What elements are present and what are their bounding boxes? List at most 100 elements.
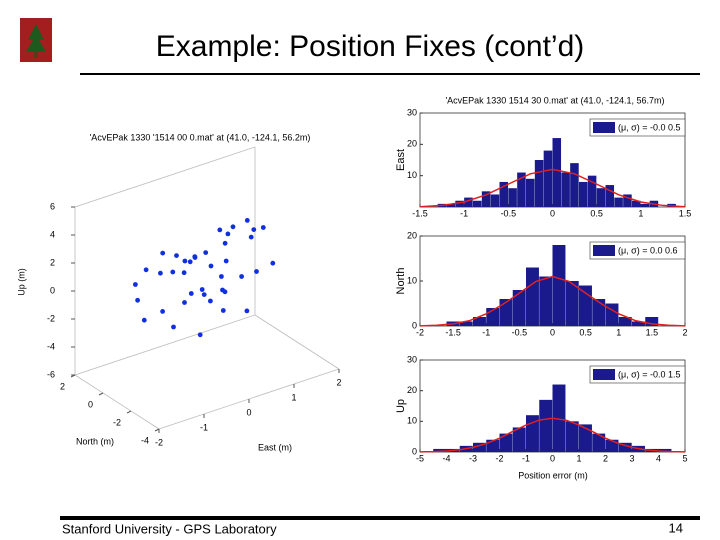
y-tick-label: 0: [412, 320, 417, 330]
scatter-point: [160, 309, 166, 314]
scatter-point: [219, 274, 224, 279]
x-tick-label: -0.5: [512, 327, 528, 337]
z-tick-label: -4: [47, 341, 55, 351]
x-tick-label: 5: [682, 453, 687, 463]
logo: [20, 18, 52, 62]
scatter-point: [174, 253, 179, 258]
legend-label: (μ, σ) = -0.0 0.5: [618, 122, 681, 132]
x-tick-label: -2: [495, 453, 503, 463]
histogram-bar: [499, 433, 513, 452]
x-tick-label: 1: [291, 392, 296, 402]
scatter-point: [199, 287, 205, 292]
scatter-point: [244, 218, 250, 223]
x-tick-label: 1: [638, 208, 643, 218]
histogram-bar: [539, 276, 553, 326]
scatter-point: [201, 292, 207, 297]
x-tick-label: -1: [482, 327, 490, 337]
histogram-bar: [512, 427, 526, 452]
histogram-bar: [605, 185, 615, 207]
histogram-bar: [592, 299, 606, 326]
scatter-point: [158, 270, 163, 276]
legend-swatch: [593, 245, 615, 256]
x-axis-label: East (m): [258, 442, 292, 452]
histogram-bar: [658, 448, 672, 452]
histogram-bar: [579, 285, 592, 326]
y-tick-label: 30: [407, 354, 417, 364]
histogram-bar: [534, 160, 544, 207]
legend-label: (μ, σ) = 0.0 0.6: [618, 245, 678, 255]
scatter-point: [192, 254, 198, 259]
scatter-point: [141, 317, 147, 323]
y-tick-label: -2: [113, 417, 121, 427]
histogram-bar: [552, 138, 562, 207]
scatter-point: [254, 269, 259, 274]
x-tick-label: 1.5: [646, 327, 659, 337]
scatter-point: [197, 332, 203, 338]
z-tick-label: 6: [50, 201, 55, 211]
histogram-bar: [645, 317, 659, 326]
x-tick-label: -2: [416, 327, 424, 337]
histogram-bar: [640, 203, 650, 207]
histogram-bar: [565, 421, 579, 452]
legend-swatch: [593, 369, 615, 380]
y-axis-label: North (m): [76, 436, 114, 446]
histogram-bar: [517, 172, 526, 207]
scatter-point: [182, 300, 187, 305]
axis-edge: [74, 314, 256, 376]
y-tick: [98, 392, 104, 396]
histogram-bar: [605, 303, 619, 326]
histogram-bar: [614, 197, 623, 207]
slide-title: Example: Position Fixes (cont’d): [156, 30, 585, 63]
scatter-point: [170, 269, 176, 275]
scatter-point: [133, 282, 138, 287]
x-tick-label: 0.5: [579, 327, 592, 337]
axis-edge: [74, 146, 256, 208]
x-tick-label: 1: [576, 453, 581, 463]
x-tick-label: -2: [155, 437, 163, 447]
x-tick-label: -1.5: [412, 208, 428, 218]
scatter-point: [203, 250, 209, 256]
x-tick-label: 2: [682, 327, 687, 337]
histogram-bar: [618, 317, 632, 326]
x-tick-label: 0.5: [590, 208, 603, 218]
z-tick-label: -6: [47, 369, 55, 379]
scatter-point: [220, 308, 226, 313]
axis-edge: [254, 314, 340, 370]
histogram-bar: [464, 197, 473, 207]
histogram-bar: [499, 181, 509, 207]
scatter-point: [143, 267, 149, 273]
histogram-bar: [552, 384, 566, 452]
z-tick-label: 2: [50, 257, 55, 267]
histogram-bar: [552, 245, 566, 326]
histogram-bar: [455, 200, 464, 207]
x-tick-label: 3: [629, 453, 634, 463]
chart-title: 'AcvEPak 1330 '1514 00 0.mat' at (41.0, …: [90, 132, 311, 142]
scatter-point: [225, 231, 231, 237]
x-tick-label: 0: [550, 453, 555, 463]
y-tick-label: 10: [407, 416, 417, 426]
fit-curve: [419, 417, 686, 453]
y-tick: [126, 410, 132, 414]
y-tick-label: -4: [141, 435, 149, 445]
y-tick-label: 0: [412, 446, 417, 456]
z-axis-label: Up (m): [16, 268, 26, 296]
scatter-point: [171, 324, 176, 330]
scatter-point: [181, 270, 187, 276]
scatter-point: [208, 298, 213, 304]
y-tick-label: 30: [407, 107, 417, 117]
fit-curve: [419, 168, 686, 208]
scatter-point: [135, 297, 141, 303]
scatter-point: [187, 259, 193, 265]
x-tick-label: 1: [616, 327, 621, 337]
z-tick-label: 0: [50, 285, 55, 295]
footer-text: Stanford University - GPS Laboratory: [62, 521, 277, 536]
histogram-bar: [592, 433, 606, 452]
x-tick-label: 4: [656, 453, 661, 463]
x-tick-label: 0: [550, 327, 555, 337]
x-tick-label: -1: [200, 422, 208, 432]
x-tick-label: -3: [469, 453, 477, 463]
y-tick-label: 20: [407, 385, 417, 395]
histogram-bar: [623, 194, 632, 207]
fit-curve: [419, 275, 686, 327]
